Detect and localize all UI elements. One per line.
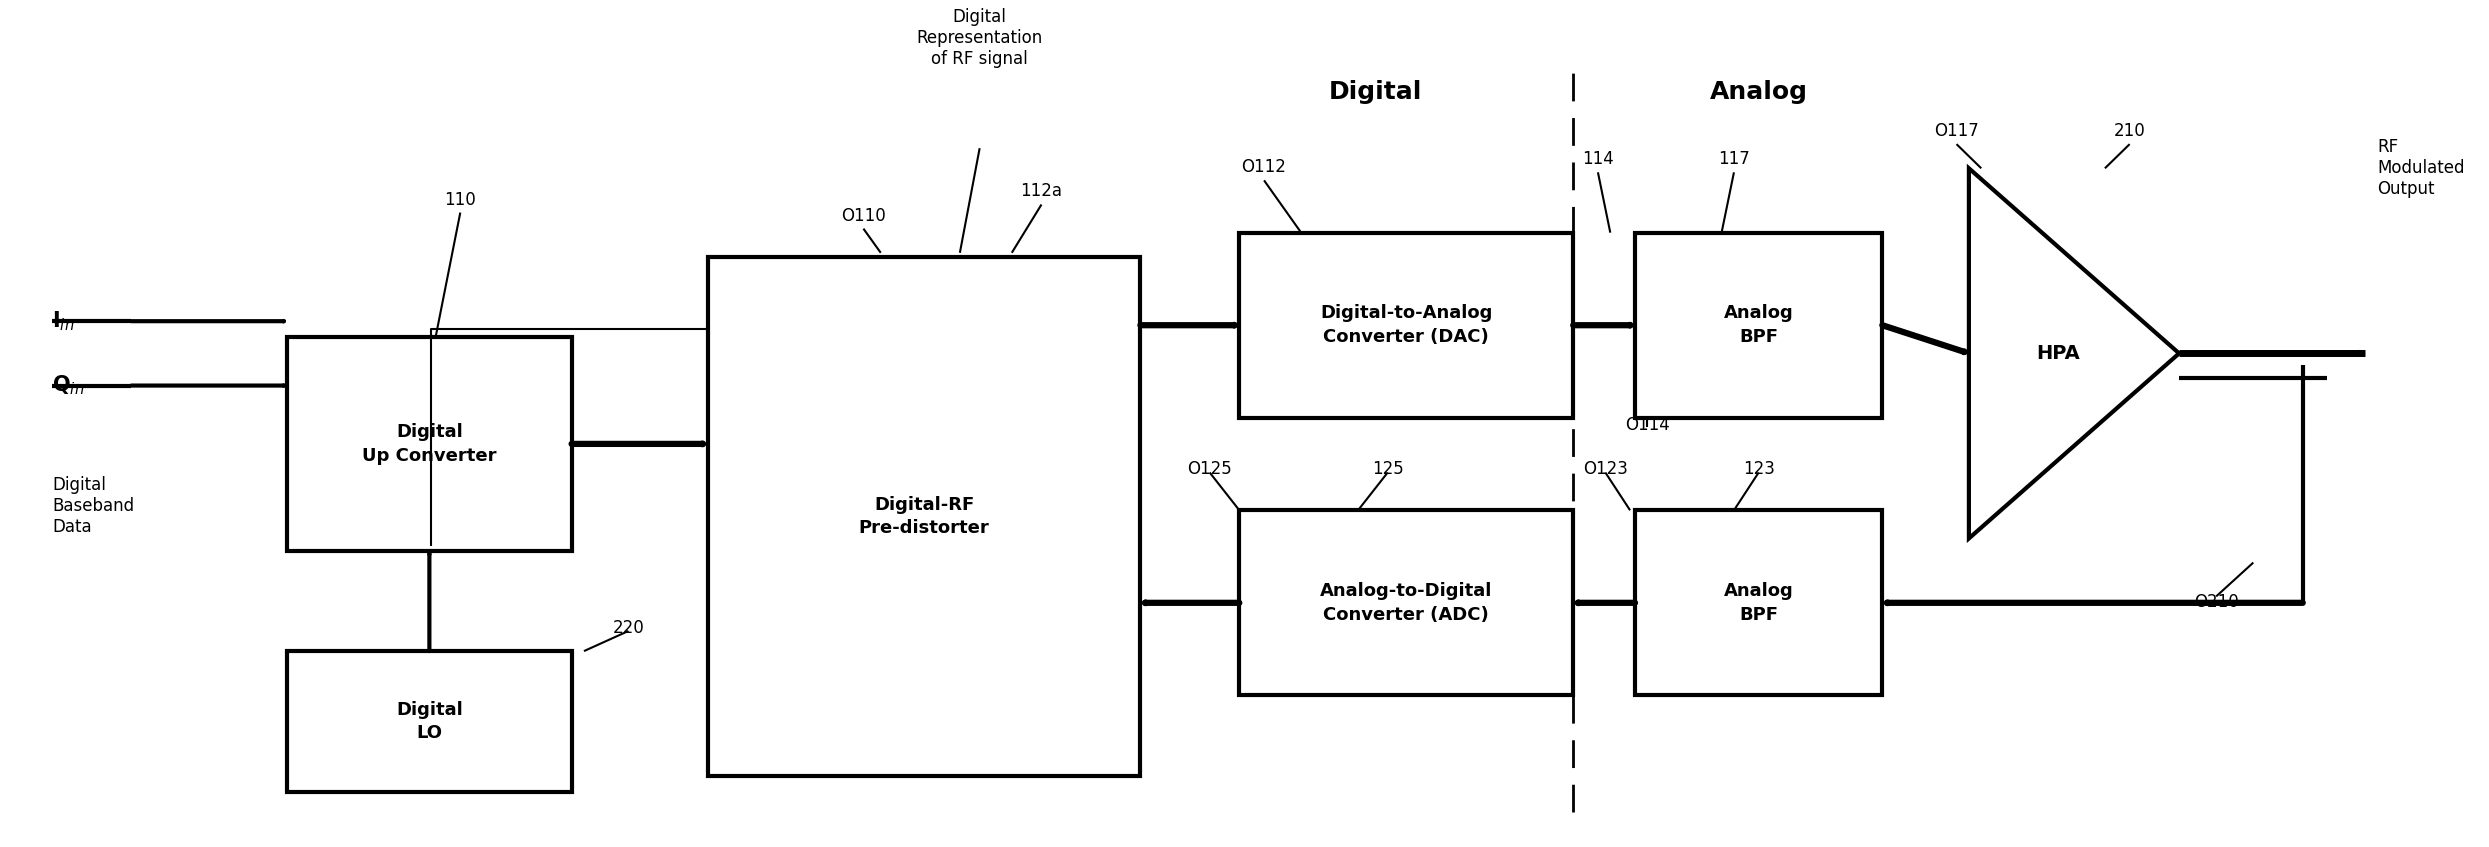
FancyBboxPatch shape [286, 651, 572, 792]
Text: I$_{in}$: I$_{in}$ [52, 309, 75, 333]
Text: Analog
BPF: Analog BPF [1725, 582, 1795, 623]
Text: 125: 125 [1371, 460, 1404, 478]
Text: Digital-to-Analog
Converter (DAC): Digital-to-Analog Converter (DAC) [1319, 304, 1493, 346]
Text: O114: O114 [1625, 416, 1670, 434]
Text: 112a: 112a [1020, 182, 1063, 201]
FancyBboxPatch shape [1240, 510, 1573, 695]
Text: O110: O110 [841, 207, 886, 224]
Text: Digital
Baseband
Data: Digital Baseband Data [52, 477, 134, 536]
Text: Q$_{in}$: Q$_{in}$ [52, 374, 85, 397]
Text: 117: 117 [1717, 150, 1750, 169]
Polygon shape [1969, 169, 2178, 539]
Text: HPA: HPA [2036, 344, 2081, 363]
Text: 114: 114 [1583, 150, 1613, 169]
FancyBboxPatch shape [1635, 233, 1882, 418]
Text: Digital: Digital [1329, 80, 1421, 104]
FancyBboxPatch shape [707, 257, 1140, 776]
Text: Analog: Analog [1710, 80, 1807, 104]
FancyBboxPatch shape [286, 337, 572, 551]
Text: 110: 110 [446, 191, 475, 208]
Text: O210: O210 [2193, 593, 2238, 611]
FancyBboxPatch shape [1240, 233, 1573, 418]
Text: 123: 123 [1742, 460, 1775, 478]
Text: Digital-RF
Pre-distorter: Digital-RF Pre-distorter [859, 495, 991, 537]
Text: Analog-to-Digital
Converter (ADC): Analog-to-Digital Converter (ADC) [1319, 582, 1493, 623]
Text: RF
Modulated
Output: RF Modulated Output [2377, 139, 2464, 198]
Text: Digital
LO: Digital LO [396, 700, 463, 742]
Text: Digital
Up Converter: Digital Up Converter [361, 424, 498, 465]
Text: O117: O117 [1934, 122, 1979, 140]
Text: 220: 220 [612, 618, 645, 637]
Text: O123: O123 [1583, 460, 1628, 478]
Text: 210: 210 [2113, 122, 2146, 140]
Text: Digital
Representation
of RF signal: Digital Representation of RF signal [916, 8, 1043, 68]
Text: Analog
BPF: Analog BPF [1725, 304, 1795, 346]
Text: O112: O112 [1242, 158, 1287, 176]
Text: O125: O125 [1187, 460, 1232, 478]
FancyBboxPatch shape [1635, 510, 1882, 695]
